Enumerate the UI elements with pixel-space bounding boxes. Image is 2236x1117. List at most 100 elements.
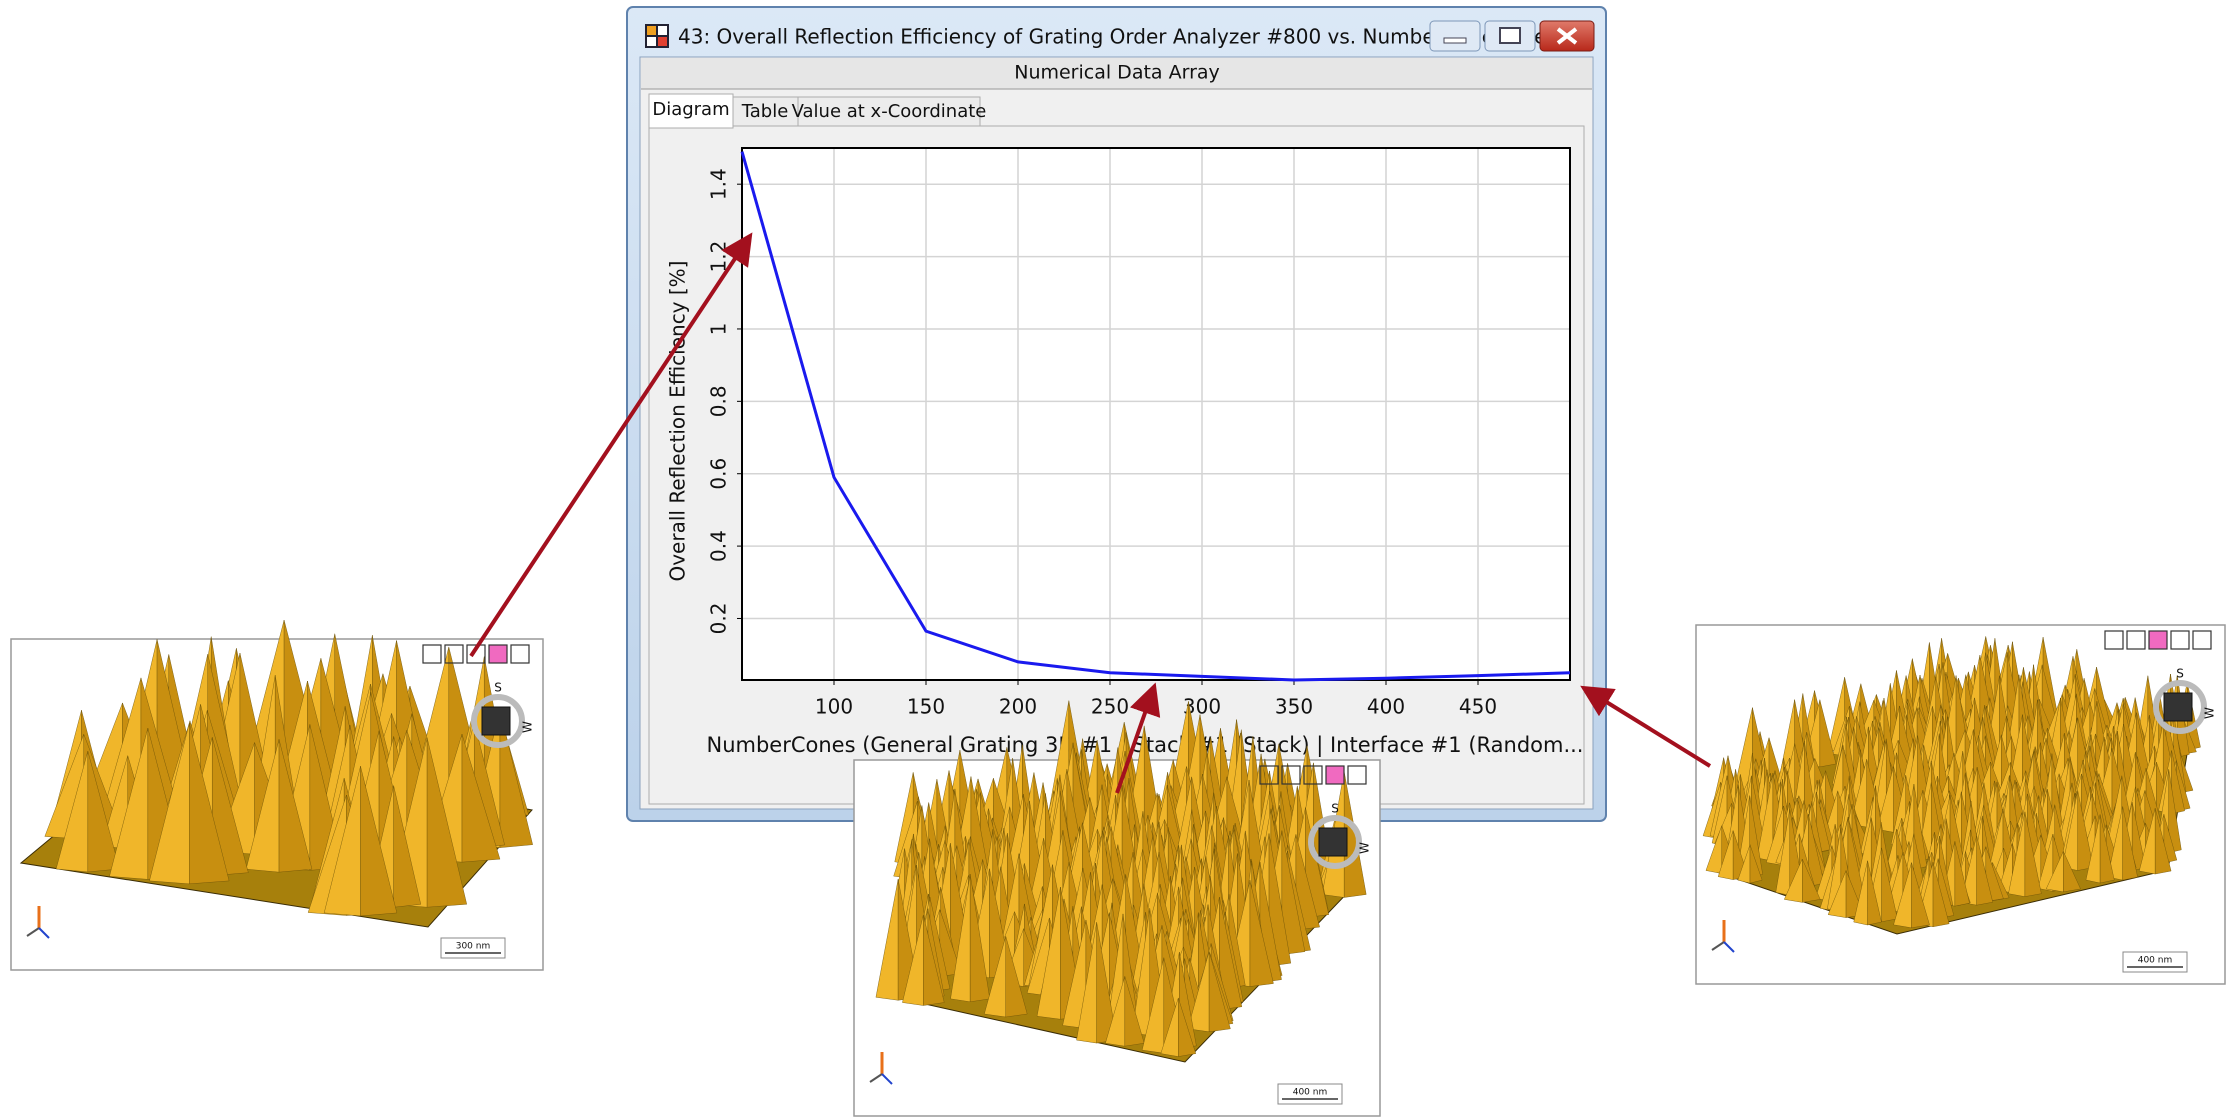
compass-label: W (2203, 707, 2217, 719)
y-tick-label: 0.2 (707, 603, 731, 635)
cone (278, 739, 313, 873)
cone (969, 873, 991, 1003)
cone (2122, 806, 2138, 881)
toolbar-button[interactable] (2126, 630, 2146, 650)
toolbar-button[interactable] (1281, 765, 1301, 785)
tab-label[interactable]: Value at x-Coordinate (792, 101, 987, 122)
cone (1816, 792, 1831, 853)
cone (360, 766, 398, 917)
cone (1808, 814, 1825, 887)
compass-ring (471, 694, 525, 748)
tab-label[interactable]: Table (741, 101, 789, 122)
compass-label: W (1358, 842, 1372, 854)
cone (1819, 699, 1837, 768)
cone (393, 785, 422, 908)
toolbar-button[interactable] (2104, 630, 2124, 650)
tab[interactable] (648, 93, 734, 129)
y-axis-label: Overall Reflection Efficiency [%] (666, 260, 690, 581)
cone (1208, 951, 1231, 1033)
toolbar-button[interactable] (2192, 630, 2212, 650)
arrow (1580, 685, 1712, 768)
cone (2131, 802, 2146, 871)
cone (1867, 860, 1882, 926)
plot-area (742, 148, 1570, 680)
cone (1268, 833, 1292, 967)
axis-triad (1711, 941, 1725, 951)
toolbar-button[interactable] (488, 644, 508, 664)
toolbar-button[interactable] (1303, 765, 1323, 785)
surface-view: S W 400 nm (1695, 624, 2226, 985)
arrows (469, 232, 1712, 794)
cone (2163, 814, 2178, 864)
tab[interactable] (797, 96, 981, 127)
cone (461, 734, 501, 863)
toolbar-button[interactable] (2148, 630, 2168, 650)
cone (1219, 897, 1243, 1010)
maximize-button[interactable] (1484, 20, 1536, 52)
view-cube[interactable] (2163, 692, 2193, 722)
toolbar-button[interactable] (510, 644, 530, 664)
view-cube[interactable] (1318, 827, 1348, 857)
toolbar-button[interactable] (422, 644, 442, 664)
arrow (469, 232, 753, 658)
y-tick-label: 0.8 (707, 385, 731, 417)
y-tick-label: 1.4 (707, 168, 731, 200)
cone (1881, 847, 1898, 923)
close-button[interactable] (1539, 20, 1595, 52)
cone (1295, 834, 1320, 931)
surface-view: S W 300 nm (10, 620, 544, 971)
cone (1005, 936, 1028, 1018)
cone (189, 723, 230, 885)
toolbar-button[interactable] (1259, 765, 1279, 785)
cone (1281, 830, 1306, 955)
window: 43: Overall Reflection Efficiency of Gra… (626, 6, 1607, 822)
x-tick-label: 200 (999, 695, 1037, 719)
tab-label[interactable]: Diagram (652, 99, 729, 120)
toolbar-button[interactable] (1347, 765, 1367, 785)
toolbar-button[interactable] (444, 644, 464, 664)
x-tick-label: 350 (1275, 695, 1313, 719)
tab[interactable] (732, 96, 799, 127)
compass-label: W (521, 721, 535, 733)
axis-triad (881, 1073, 893, 1085)
axis-triad (869, 1073, 883, 1083)
window-title: 43: Overall Reflection Efficiency of Gra… (678, 25, 1566, 49)
cone (1802, 858, 1821, 903)
cone (212, 737, 249, 876)
axis-triad (38, 927, 50, 939)
cone (923, 914, 945, 1006)
y-tick-label: 1 (707, 323, 731, 336)
cone (87, 751, 120, 873)
cone (2171, 750, 2185, 815)
x-tick-label: 400 (1367, 695, 1405, 719)
cone (1124, 976, 1145, 1047)
compass-label: S (2176, 667, 2184, 681)
cone (2077, 790, 2094, 871)
toolbar-button[interactable] (1325, 765, 1345, 785)
compass-ring (1308, 815, 1362, 869)
cone (1749, 844, 1763, 884)
thumbnails: S W 300 nm S W 400 nm S W 400 nm (10, 620, 2226, 1117)
chart: 100 150 200 250 300 350 400 4500.20.40.60.811.2… (707, 147, 1571, 719)
toolbar-button[interactable] (2170, 630, 2190, 650)
cone (1932, 862, 1950, 928)
header-title: Numerical Data Array (1014, 62, 1220, 84)
compass-label: S (1331, 802, 1339, 816)
x-tick-label: 150 (907, 695, 945, 719)
arrow (1115, 682, 1161, 794)
cone (1954, 841, 1970, 907)
scale-label: 400 nm (1293, 1088, 1328, 1098)
compass-label: S (494, 681, 502, 695)
scale-label: 400 nm (2138, 956, 2173, 966)
cone (2063, 851, 2081, 893)
compass-ring (2153, 680, 2207, 734)
data-line (740, 151, 1571, 682)
axis-triad (26, 927, 40, 937)
minimize-button[interactable] (1429, 20, 1481, 52)
cone (2154, 808, 2172, 875)
cone (2099, 814, 2115, 884)
cone (1178, 997, 1197, 1057)
view-cube[interactable] (481, 706, 511, 736)
x-tick-label: 250 (1091, 695, 1129, 719)
